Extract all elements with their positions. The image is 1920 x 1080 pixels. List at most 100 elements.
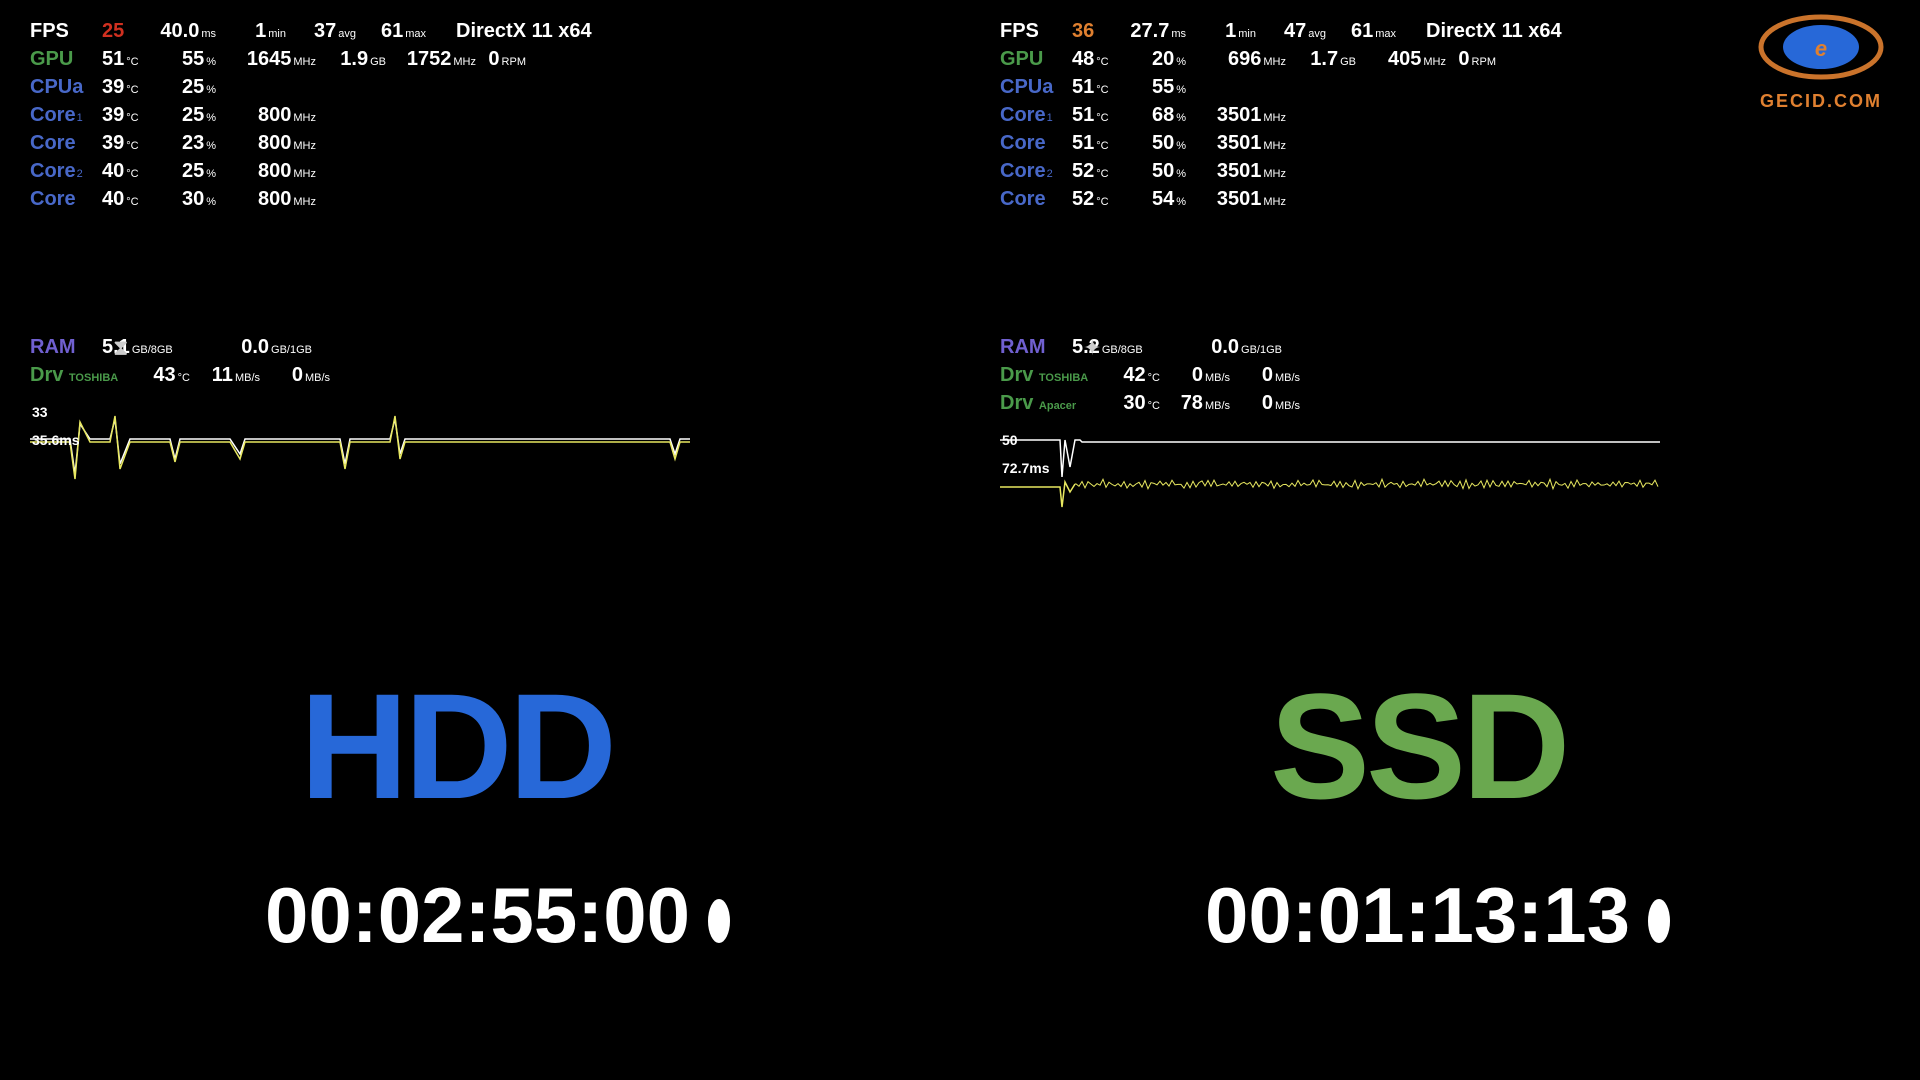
core-clock: 3501MHz (1186, 188, 1286, 211)
fps-row: FPS 25 40.0ms 1min 37avg 61max DirectX 1… (30, 20, 750, 48)
drv-read: 78MB/s (1160, 392, 1230, 415)
sparkle-icon: ✦ (1083, 335, 1101, 361)
ssd-title: SSD (1270, 660, 1566, 833)
drv-row: Drv TOSHIBA 43°C 11MB/s 0MB/s (30, 364, 750, 392)
cpua-temp: 51°C (1072, 76, 1116, 99)
core-temp: 52°C (1072, 188, 1116, 211)
fps-avg: 47avg (1256, 20, 1326, 43)
timer-dot-icon (708, 899, 730, 943)
core-usage: 54% (1116, 188, 1186, 211)
cpua-label: CPUa (1000, 76, 1072, 99)
core-row: Core2 40°C 25% 800MHz (30, 160, 750, 188)
core-usage: 23% (146, 132, 216, 155)
core-temp: 52°C (1072, 160, 1116, 183)
drv-row: Drv Apacer 30°C 78MB/s 0MB/s (1000, 392, 1720, 420)
fps-value: 36 (1072, 20, 1116, 43)
graph-ms: 72.7ms (1002, 460, 1049, 476)
svg-text:e: e (1815, 36, 1827, 61)
ram-row: RAM 5.1GB/8GB 0.0GB/1GB (30, 336, 750, 364)
drv-row: Drv TOSHIBA 42°C 0MB/s 0MB/s (1000, 364, 1720, 392)
drv-temp: 43°C (130, 364, 190, 387)
gpu-label: GPU (1000, 48, 1072, 71)
graph-top: 33 (32, 404, 48, 420)
core-label: Core1 (30, 104, 102, 127)
fps-ms: 27.7ms (1116, 20, 1186, 43)
graph-svg (1000, 432, 1660, 522)
core-row: Core1 39°C 25% 800MHz (30, 104, 750, 132)
fps-label: FPS (30, 20, 102, 43)
drv-read: 0MB/s (1160, 364, 1230, 387)
ram-section: RAM 5.1GB/8GB 0.0GB/1GB Drv TOSHIBA 43°C… (30, 336, 750, 392)
core-row: Core2 52°C 50% 3501MHz (1000, 160, 1720, 188)
gpu-mem: 1.7GB (1286, 48, 1356, 71)
cpua-row: CPUa 39°C 25% (30, 76, 750, 104)
gpu-label: GPU (30, 48, 102, 71)
logo: e GECID.COM (1746, 12, 1896, 112)
core-usage: 30% (146, 188, 216, 211)
core-temp: 39°C (102, 132, 146, 155)
gpu-usage: 55% (146, 48, 216, 71)
cpua-usage: 55% (1116, 76, 1186, 99)
core-row: Core 52°C 54% 3501MHz (1000, 188, 1720, 216)
gpu-rpm: 0RPM (1446, 48, 1496, 71)
ram-row: RAM 5.2GB/8GB 0.0GB/1GB (1000, 336, 1720, 364)
graph-svg (30, 404, 690, 494)
core-clock: 800MHz (216, 104, 316, 127)
cpua-temp: 39°C (102, 76, 146, 99)
core-row: Core1 51°C 68% 3501MHz (1000, 104, 1720, 132)
core-label: Core2 (30, 160, 102, 183)
drv-read: 11MB/s (190, 364, 260, 387)
hdd-title: HDD (300, 660, 613, 833)
cpua-label: CPUa (30, 76, 102, 99)
gpu-temp: 48°C (1072, 48, 1116, 71)
fps-min: 1min (1186, 20, 1256, 43)
core-row: Core 40°C 30% 800MHz (30, 188, 750, 216)
fps-min: 1min (216, 20, 286, 43)
fps-max: 61max (356, 20, 426, 43)
core-clock: 3501MHz (1186, 104, 1286, 127)
core-clock: 800MHz (216, 132, 316, 155)
core-label: Core1 (1000, 104, 1072, 127)
fps-avg: 37avg (286, 20, 356, 43)
graph-top: 50 (1002, 432, 1018, 448)
right-panel: FPS 36 27.7ms 1min 47avg 61max DirectX 1… (1000, 20, 1720, 522)
core-temp: 39°C (102, 104, 146, 127)
hourglass-icon: ⧗ (113, 335, 128, 361)
core-label: Core (30, 132, 102, 155)
drv-label: Drv TOSHIBA (1000, 364, 1100, 387)
core-label: Core (1000, 188, 1072, 211)
core-row: Core 39°C 23% 800MHz (30, 132, 750, 160)
graph-ms: 35.6ms (32, 432, 79, 448)
core-clock: 800MHz (216, 160, 316, 183)
core-usage: 25% (146, 104, 216, 127)
frametime-graph: 33 35.6ms (30, 404, 690, 494)
core-usage: 50% (1116, 132, 1186, 155)
drv-write: 0MB/s (1230, 364, 1300, 387)
gpu-clock: 696MHz (1186, 48, 1286, 71)
gpu-usage: 20% (1116, 48, 1186, 71)
drv-write: 0MB/s (1230, 392, 1300, 415)
gpu-mem: 1.9GB (316, 48, 386, 71)
gpu-row: GPU 48°C 20% 696MHz 1.7GB 405MHz 0RPM (1000, 48, 1720, 76)
ram-swap: 0.0GB/1GB (1172, 336, 1282, 359)
gpu-memclock: 1752MHz (386, 48, 476, 71)
fps-label: FPS (1000, 20, 1072, 43)
core-label: Core (1000, 132, 1072, 155)
api-label: DirectX 11 x64 (456, 20, 626, 43)
core-usage: 68% (1116, 104, 1186, 127)
gpu-row: GPU 51°C 55% 1645MHz 1.9GB 1752MHz 0RPM (30, 48, 750, 76)
core-label: Core (30, 188, 102, 211)
frametime-graph: 50 72.7ms (1000, 432, 1660, 522)
left-panel: FPS 25 40.0ms 1min 37avg 61max DirectX 1… (30, 20, 750, 494)
core-clock: 800MHz (216, 188, 316, 211)
fps-ms: 40.0ms (146, 20, 216, 43)
ram-section: RAM 5.2GB/8GB 0.0GB/1GB Drv TOSHIBA 42°C… (1000, 336, 1720, 420)
core-temp: 51°C (1072, 132, 1116, 155)
core-temp: 51°C (1072, 104, 1116, 127)
logo-icon: e (1746, 12, 1896, 82)
timer-right: 00:01:13:13 (1205, 870, 1670, 961)
logo-text: GECID.COM (1746, 91, 1896, 112)
fps-value: 25 (102, 20, 146, 43)
core-temp: 40°C (102, 160, 146, 183)
timer-dot-icon (1648, 899, 1670, 943)
